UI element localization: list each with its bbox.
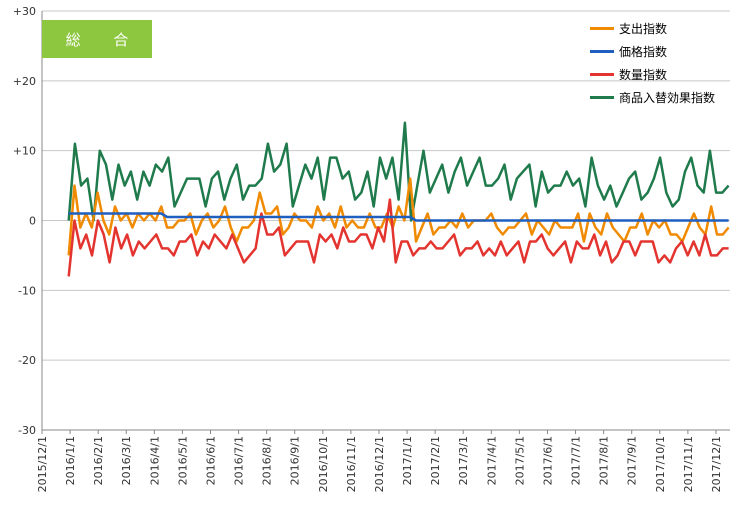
x-tick-label: 2017/7/1	[570, 436, 583, 485]
x-tick-label: 2017/12/1	[710, 436, 723, 492]
legend-item: 数量指数	[590, 63, 715, 86]
x-tick-label: 2017/9/1	[626, 436, 639, 485]
badge-label: 総 合	[65, 30, 143, 49]
x-tick-label: 2016/1/1	[64, 436, 77, 485]
y-tick-label: +30	[13, 5, 36, 18]
legend-label: 数量指数	[619, 68, 668, 82]
x-tick-label: 2016/9/1	[289, 436, 302, 485]
y-tick-label: -10	[18, 284, 36, 297]
legend-item: 商品入替効果指数	[590, 86, 715, 109]
x-tick-label: 2017/1/1	[401, 436, 414, 485]
legend-swatch	[590, 27, 614, 30]
series-line	[68, 212, 729, 222]
x-tick-label: 2016/4/1	[148, 436, 161, 485]
legend-swatch	[590, 50, 614, 53]
x-tick-label: 2017/11/1	[682, 436, 695, 492]
y-tick-label: +10	[13, 145, 36, 158]
y-tick-label: +20	[13, 75, 36, 88]
legend-label: 商品入替効果指数	[619, 91, 716, 105]
x-tick-label: 2015/12/1	[36, 436, 49, 492]
legend-item: 支出指数	[590, 17, 715, 40]
x-tick-label: 2016/5/1	[176, 436, 189, 485]
x-tick-label: 2016/2/1	[92, 436, 105, 485]
chart-legend: 支出指数 価格指数 数量指数 商品入替効果指数	[590, 17, 715, 109]
legend-swatch	[590, 73, 614, 76]
x-tick-label: 2016/11/1	[345, 436, 358, 492]
series-line	[67, 121, 730, 222]
x-tick-label: 2016/6/1	[204, 436, 217, 485]
y-tick-label: -20	[18, 354, 36, 367]
x-tick-label: 2016/3/1	[120, 436, 133, 485]
y-tick-label: -30	[18, 424, 36, 437]
x-tick-label: 2017/5/1	[513, 436, 526, 485]
x-tick-label: 2017/10/1	[654, 436, 667, 492]
x-tick-label: 2017/6/1	[541, 436, 554, 485]
series-line	[67, 177, 730, 256]
x-tick-label: 2017/2/1	[429, 436, 442, 485]
legend-label: 価格指数	[619, 45, 668, 59]
legend-item: 価格指数	[590, 40, 715, 63]
x-tick-label: 2016/10/1	[317, 436, 330, 492]
legend-swatch	[590, 96, 614, 99]
y-tick-label: 0	[29, 215, 36, 228]
x-tick-label: 2016/12/1	[373, 436, 386, 492]
x-tick-label: 2017/4/1	[485, 436, 498, 485]
legend-label: 支出指数	[619, 22, 668, 36]
series-line	[67, 198, 729, 277]
x-tick-label: 2017/8/1	[598, 436, 611, 485]
x-tick-label: 2016/7/1	[233, 436, 246, 485]
x-tick-label: 2016/8/1	[261, 436, 274, 485]
x-tick-label: 2017/3/1	[457, 436, 470, 485]
category-badge: 総 合	[42, 20, 152, 58]
